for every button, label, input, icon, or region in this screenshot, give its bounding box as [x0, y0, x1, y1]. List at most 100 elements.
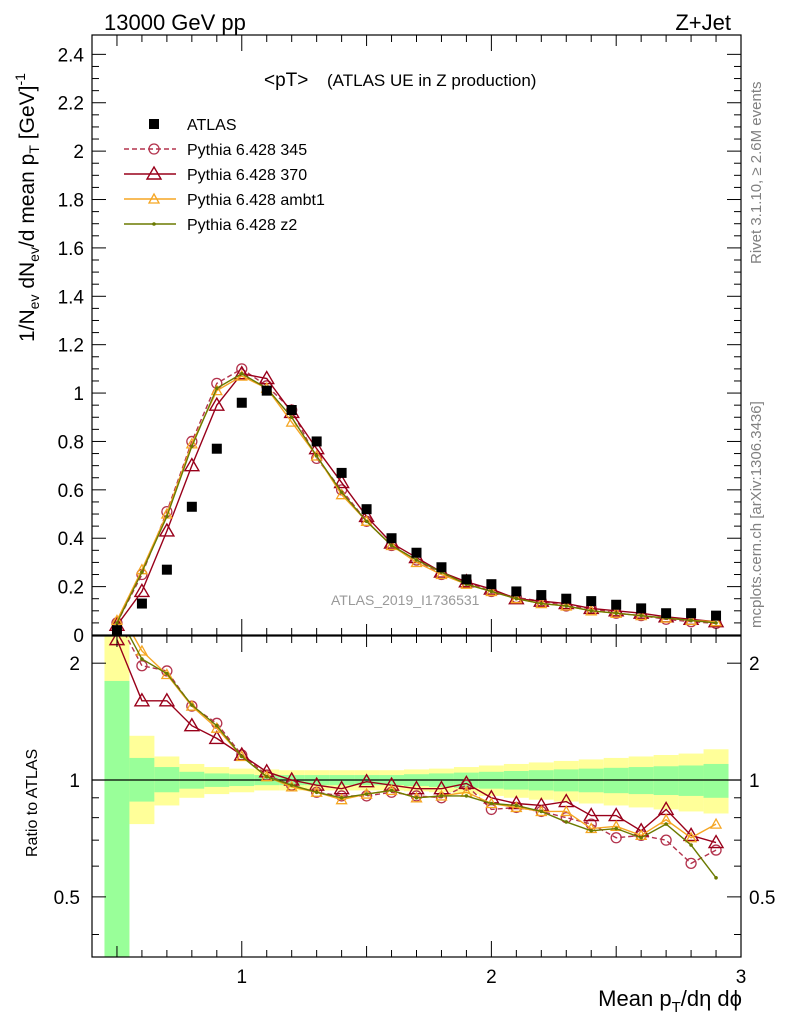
series-point-p370 [533, 592, 550, 607]
y-tick-label: 0.6 [58, 481, 84, 502]
ratio-point-p345 [610, 832, 622, 844]
series-line-p345 [116, 368, 717, 625]
y-tick-label: 0.8 [58, 432, 84, 453]
series-point-ambt1 [210, 384, 223, 396]
header-right: Z+Jet [675, 10, 731, 35]
data-point-atlas [161, 564, 172, 575]
ratio-point-z2 [264, 774, 269, 779]
analysis-watermark: ATLAS_2019_I1736531 [331, 592, 480, 608]
mcplots-label: mcplots.cern.ch [arXiv:1306.3436] [748, 401, 765, 628]
series-point-z2 [289, 415, 294, 420]
ratio-tick-label-right: 1 [749, 771, 760, 792]
data-point-atlas [186, 501, 197, 512]
y-tick-label: 0.2 [58, 578, 84, 599]
legend-marker-z2 [152, 222, 156, 226]
ratio-point-z2 [589, 828, 594, 833]
series-point-z2 [215, 386, 219, 391]
series-point-z2 [414, 558, 419, 562]
y-tick-label: 1.4 [58, 287, 85, 308]
ratio-point-p370 [183, 717, 201, 732]
legend-marker-data [149, 119, 159, 129]
ratio-point-p345 [136, 660, 148, 672]
axis-ticks: 0 0.2 0.4 0.6 0.8 1 1.2 1.4 1.6 1.8 2 2.2 2.4 1 2 3 0.5 0… [54, 35, 775, 988]
legend-marker-p370 [145, 165, 163, 180]
data-point-atlas [661, 608, 672, 619]
series-point-ambt1 [310, 449, 323, 461]
series-point-p370 [707, 613, 725, 628]
ratio-point-z2 [514, 803, 519, 808]
data-point-atlas [386, 533, 397, 544]
series-point-z2 [190, 444, 194, 449]
data-point-atlas [336, 467, 347, 478]
y-axis-label-main: 1/Nev dNev/d mean pT [GeV]-1 [12, 73, 42, 342]
rivet-version-label: Rivet 3.1.10, ≥ 2.6M events [748, 82, 765, 265]
y-tick-label: 0.4 [58, 529, 85, 550]
ratio-tick-label: 0.5 [54, 888, 80, 909]
series-point-z2 [714, 621, 718, 625]
main-panel [108, 363, 725, 635]
series-point-z2 [239, 371, 244, 376]
y-tick-label: 2.4 [58, 45, 85, 66]
series-point-p370 [233, 365, 250, 380]
series-point-p370 [607, 602, 625, 617]
series-point-p370 [183, 457, 201, 472]
ratio-line-p370 [116, 639, 717, 844]
series-point-p370 [133, 583, 151, 598]
ratio-point-p345 [660, 834, 672, 846]
series-point-ambt1 [385, 539, 398, 551]
legend-label-ambt1: Pythia 6.428 ambt1 [187, 192, 325, 209]
series-point-z2 [489, 589, 494, 594]
series-point-z2 [614, 611, 618, 616]
series-point-z2 [165, 514, 169, 519]
y-tick-label: 2.2 [58, 94, 84, 115]
ratio-point-z2 [689, 843, 693, 847]
series-point-p370 [308, 440, 325, 455]
ratio-point-p345 [360, 790, 373, 802]
data-point-atlas [436, 562, 447, 573]
ratio-point-z2 [289, 783, 294, 787]
series-point-z2 [140, 570, 144, 574]
ratio-point-z2 [714, 875, 718, 880]
series-point-p370 [158, 522, 176, 537]
header-left: 13000 GeV pp [104, 10, 246, 35]
ratio-point-p345 [710, 844, 722, 856]
data-point-atlas [611, 599, 622, 610]
ratio-tick-label-right: 2 [749, 654, 760, 675]
ratio-point-p370 [358, 773, 375, 788]
y-tick-label: 1.6 [58, 239, 84, 260]
y-tick-label: 1 [73, 384, 84, 405]
data-point-atlas [361, 504, 372, 515]
series-point-p370 [333, 474, 350, 489]
ratio-point-ambt1 [684, 831, 698, 843]
ratio-point-z2 [215, 723, 219, 728]
ratio-point-p370 [208, 730, 226, 745]
y-tick-label: 1.8 [58, 191, 84, 212]
ratio-point-p370 [583, 807, 600, 822]
data-point-atlas [411, 547, 422, 558]
ratio-point-ambt1 [185, 699, 198, 711]
ratio-point-p345 [685, 857, 697, 870]
ratio-point-z2 [339, 795, 344, 800]
ratio-point-z2 [464, 794, 469, 798]
series-point-z2 [339, 490, 344, 495]
ratio-tick-label: 2 [69, 654, 80, 675]
legend-label-p370: Pythia 6.428 370 [187, 167, 307, 184]
plot-title-sub: (ATLAS UE in Z production) [327, 71, 536, 90]
x-tick-label: 2 [486, 967, 497, 988]
ratio-point-ambt1 [210, 721, 223, 733]
series-line-z2 [116, 372, 717, 624]
ratio-point-ambt1 [709, 817, 723, 829]
series-point-z2 [564, 604, 569, 608]
y-tick-label: 2 [73, 142, 84, 163]
ratio-point-z2 [539, 809, 544, 814]
ratio-point-ambt1 [235, 750, 248, 762]
data-point-atlas [236, 397, 247, 408]
legend: ATLAS Pythia 6.428 345 Pythia 6.428 370 Pyt… [124, 117, 325, 234]
ratio-point-ambt1 [560, 805, 573, 817]
series-point-p370 [208, 396, 226, 411]
ratio-point-z2 [664, 822, 668, 826]
ratio-point-z2 [140, 657, 144, 661]
series-point-z2 [115, 621, 119, 625]
data-point-atlas [461, 574, 472, 585]
